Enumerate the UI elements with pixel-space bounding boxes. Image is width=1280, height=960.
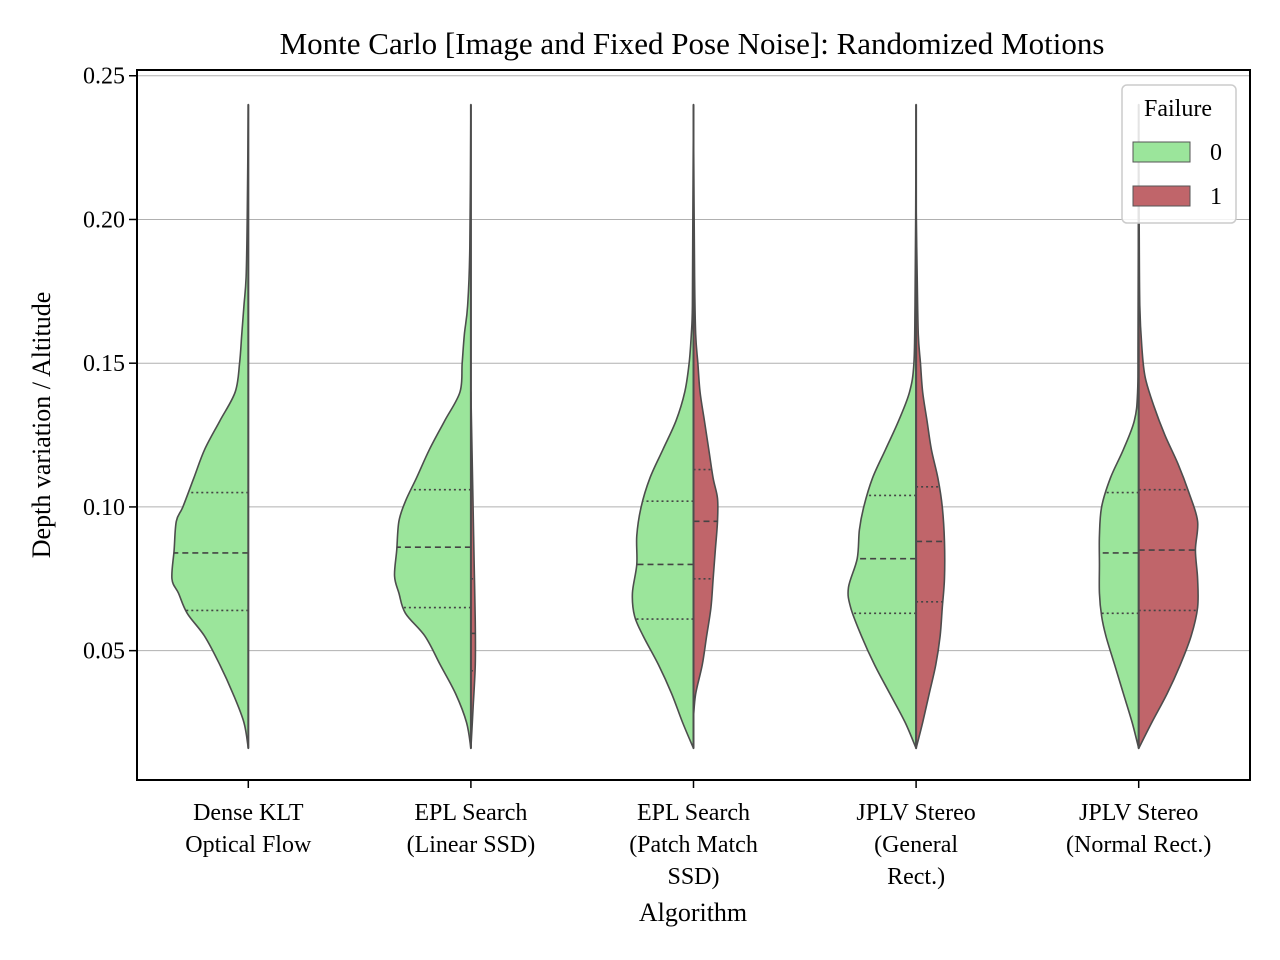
violin-body xyxy=(915,204,946,750)
y-tick-label: 0.15 xyxy=(83,351,125,377)
violin-1-2 xyxy=(692,118,719,718)
y-axis: 0.05 0.10 0.15 0.20 0.25 xyxy=(83,64,137,665)
y-tick-label: 0.05 xyxy=(83,639,125,665)
violin-0-3 xyxy=(847,103,917,750)
x-tick-label: (General xyxy=(874,832,958,858)
chart-title: Monte Carlo [Image and Fixed Pose Noise]… xyxy=(280,26,1105,61)
violin-1-4 xyxy=(1137,161,1199,750)
x-tick-label: Rect.) xyxy=(887,864,945,890)
violin-0-1 xyxy=(393,103,472,750)
x-tick-label: SSD) xyxy=(667,864,719,890)
violin-1-3 xyxy=(915,204,946,750)
violin-body xyxy=(171,103,250,750)
violin-body xyxy=(631,103,695,750)
x-tick-label: JPLV Stereo xyxy=(856,800,975,826)
y-tick-label: 0.10 xyxy=(83,495,125,521)
violin-body xyxy=(847,103,917,750)
violin-body xyxy=(393,103,472,750)
x-tick-label: EPL Search xyxy=(637,800,750,826)
legend: Failure 0 1 xyxy=(1121,84,1237,224)
legend-title: Failure xyxy=(1144,96,1212,122)
x-tick-label: JPLV Stereo xyxy=(1079,800,1198,826)
violin-0-0 xyxy=(171,103,250,750)
y-axis-label: Depth variation / Altitude xyxy=(27,292,56,558)
y-tick-label: 0.25 xyxy=(83,64,125,90)
violin-body xyxy=(692,118,719,718)
legend-label-1: 1 xyxy=(1210,184,1222,210)
legend-swatch-0 xyxy=(1132,141,1191,163)
legend-swatch-1 xyxy=(1132,185,1191,207)
violin-layer xyxy=(171,103,1199,750)
legend-label-0: 0 xyxy=(1210,140,1222,166)
x-axis-label: Algorithm xyxy=(639,898,747,927)
violin-body xyxy=(1137,161,1199,750)
x-tick-label: Optical Flow xyxy=(185,832,312,858)
violin-body xyxy=(470,391,477,750)
x-tick-label: EPL Search xyxy=(414,800,527,826)
y-tick-label: 0.20 xyxy=(83,207,125,233)
violin-0-2 xyxy=(631,103,695,750)
x-tick-label: (Normal Rect.) xyxy=(1066,832,1211,858)
x-tick-label: Dense KLT xyxy=(193,800,304,826)
x-tick-label: (Patch Match xyxy=(629,832,758,858)
x-axis: Dense KLT Optical Flow EPL Search (Linear S… xyxy=(185,780,1211,890)
x-tick-label: (Linear SSD) xyxy=(407,832,536,858)
